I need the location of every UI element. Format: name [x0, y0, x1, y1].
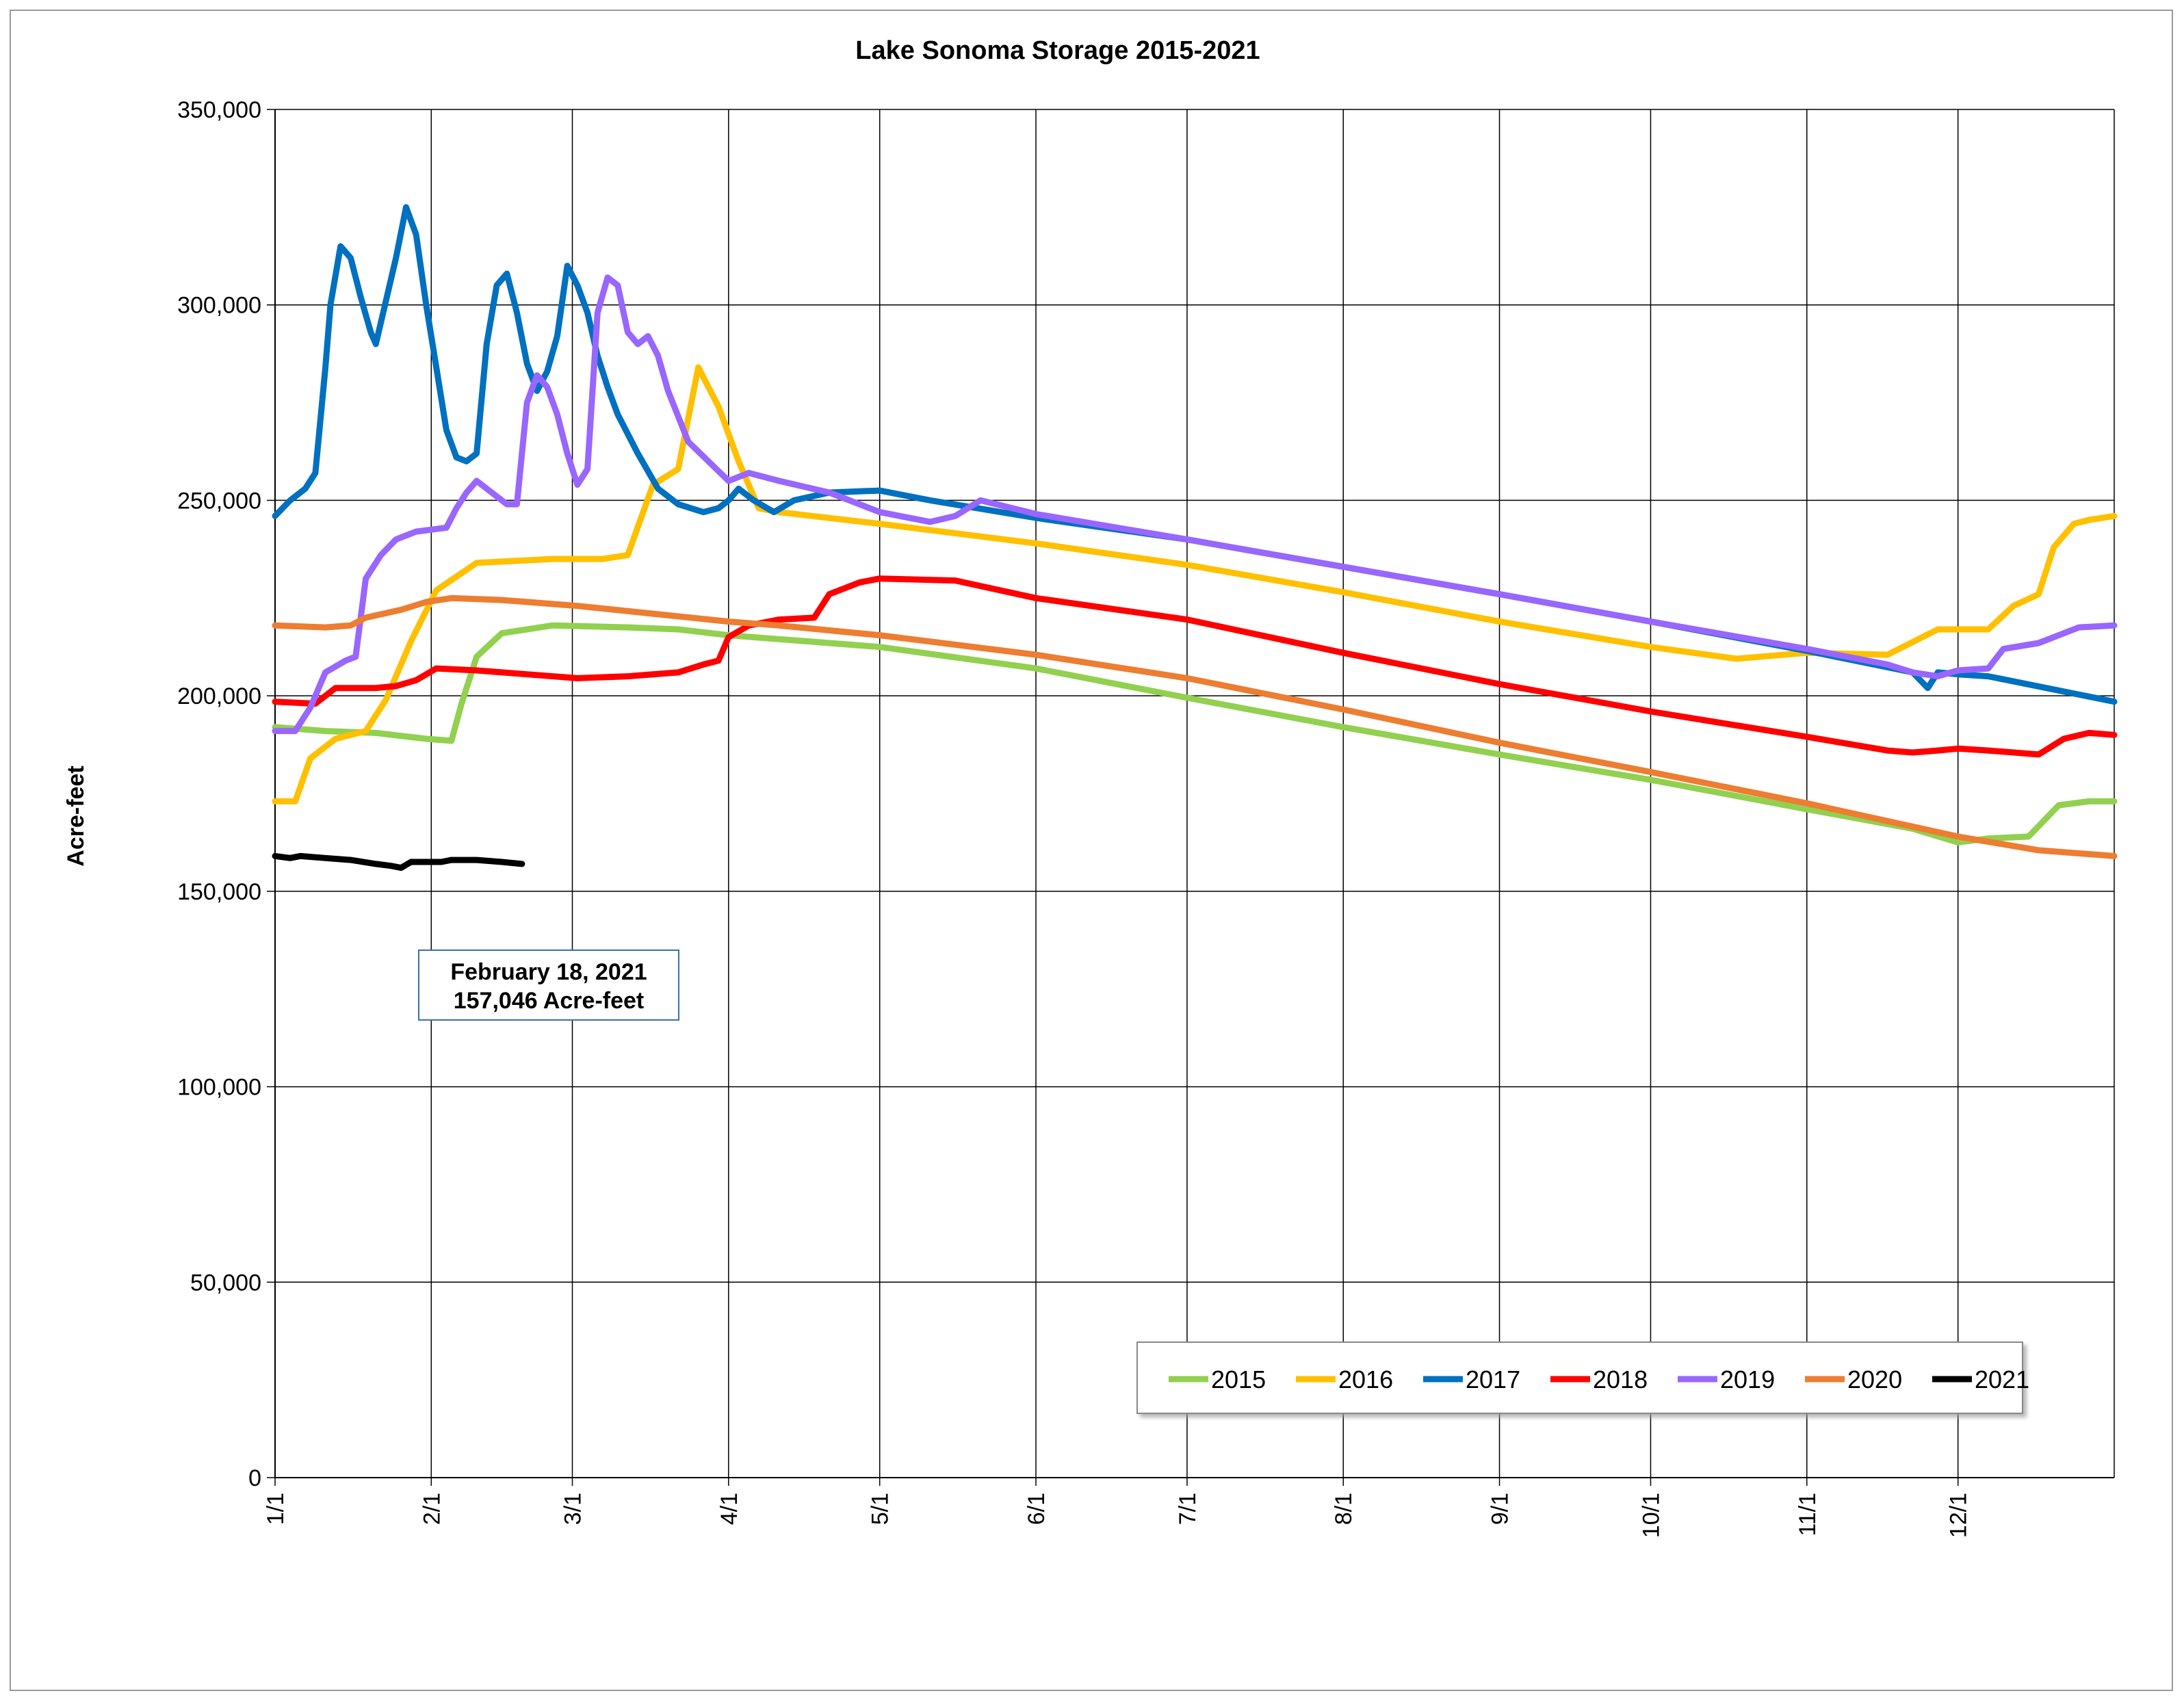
legend-label-2016: 2016 — [1338, 1365, 1393, 1393]
legend-label-2018: 2018 — [1593, 1365, 1648, 1393]
x-tick-label: 3/1 — [560, 1493, 586, 1525]
legend-label-2020: 2020 — [1847, 1365, 1902, 1393]
y-tick-label: 100,000 — [177, 1075, 261, 1101]
legend-label-2019: 2019 — [1720, 1365, 1775, 1393]
legend: 2015 2016 2017 2018 2019 2020 2021 — [1136, 1341, 2029, 1414]
x-tick-label: 11/1 — [1795, 1493, 1821, 1536]
chart-title: Lake Sonoma Storage 2015-2021 — [855, 36, 1260, 65]
gridlines — [274, 109, 2115, 1478]
y-tick-label: 0 — [248, 1465, 261, 1491]
legend-label-2017: 2017 — [1466, 1365, 1520, 1393]
plot-area-background — [275, 109, 2114, 1478]
annotation-box: February 18, 2021 157,046 Acre-feet — [418, 950, 679, 1021]
legend-label-2015: 2015 — [1211, 1365, 1266, 1393]
y-tick-label: 150,000 — [177, 879, 261, 905]
line-chart: 0 50,000 100,000 150,000 200,000 250,000 300,0… — [63, 36, 2118, 1538]
annotation-line-2: 157,046 Acre-feet — [454, 988, 644, 1014]
y-tick-label: 50,000 — [190, 1270, 261, 1296]
x-tick-label: 7/1 — [1175, 1493, 1201, 1525]
annotation-line-1: February 18, 2021 — [450, 959, 647, 985]
x-tick-label: 12/1 — [1946, 1493, 1972, 1538]
y-tick-label: 200,000 — [177, 683, 261, 709]
y-axis-label: Acre-feet — [63, 765, 89, 866]
x-tick-label: 10/1 — [1638, 1493, 1664, 1538]
y-tick-label: 250,000 — [177, 488, 261, 514]
series-line-2019 — [272, 274, 2118, 735]
x-tick-label: 5/1 — [868, 1493, 894, 1525]
series-line-2021 — [272, 852, 525, 872]
chart-frame: 0 50,000 100,000 150,000 200,000 250,000 300,0… — [10, 10, 2173, 1691]
x-tick-label: 2/1 — [419, 1493, 445, 1525]
series-line-2018 — [272, 575, 2118, 758]
x-tick-label: 1/1 — [263, 1493, 289, 1525]
tick-labels: 0 50,000 100,000 150,000 200,000 250,000 300,0… — [177, 97, 1972, 1538]
y-tick-label: 300,000 — [177, 293, 261, 319]
y-tick-label: 350,000 — [177, 97, 261, 123]
x-tick-label: 6/1 — [1024, 1493, 1050, 1525]
legend-label-2021: 2021 — [1975, 1365, 2029, 1393]
x-tick-label: 9/1 — [1487, 1493, 1513, 1525]
axes — [267, 109, 2114, 1486]
series-line-2020 — [272, 594, 2118, 859]
series-lines — [272, 204, 2118, 872]
x-tick-label: 4/1 — [716, 1493, 742, 1525]
x-tick-label: 8/1 — [1331, 1493, 1357, 1525]
